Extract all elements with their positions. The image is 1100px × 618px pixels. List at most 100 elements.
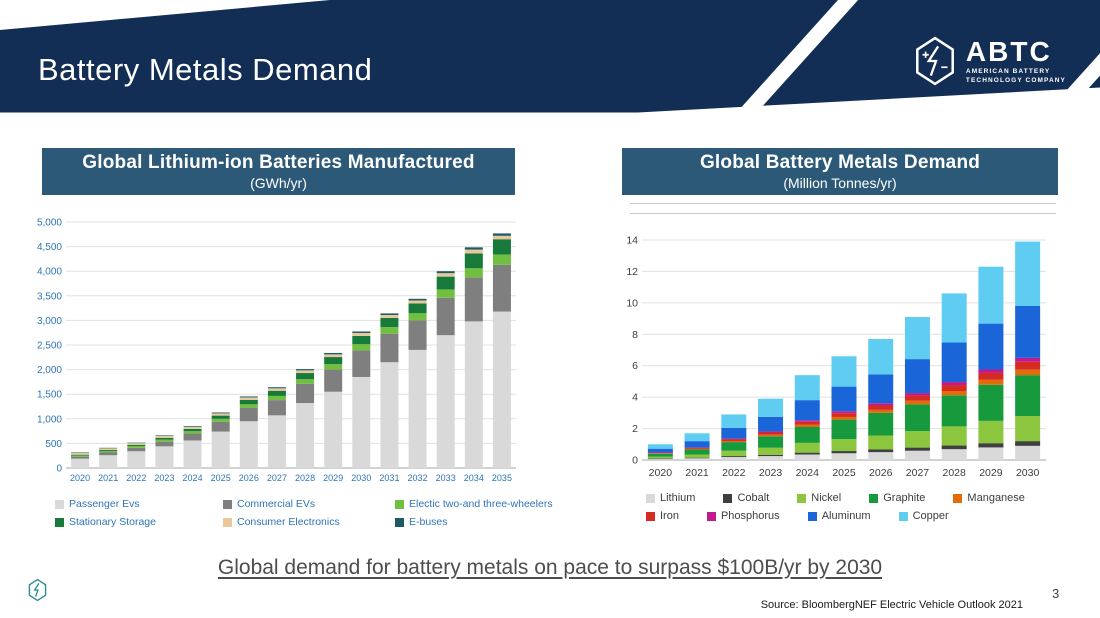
y-axis-tick-label: 2,000 bbox=[37, 365, 62, 376]
bar-segment bbox=[794, 375, 820, 401]
bar-segment bbox=[831, 416, 857, 420]
bar-segment bbox=[684, 454, 710, 458]
bar-segment bbox=[211, 413, 230, 416]
x-axis-tick-label: 2021 bbox=[98, 473, 118, 483]
bar-segment bbox=[721, 438, 747, 440]
legend-swatch bbox=[898, 511, 908, 521]
bar-segment bbox=[868, 412, 894, 436]
bar-segment bbox=[721, 442, 747, 451]
x-axis-tick-label: 2020 bbox=[70, 473, 90, 483]
bar-segment bbox=[794, 454, 820, 460]
abtc-logo-text: ABTC AMERICAN BATTERY TECHNOLOGY COMPANY bbox=[966, 37, 1066, 85]
bar-segment bbox=[941, 426, 967, 446]
legend-swatch bbox=[223, 499, 232, 509]
bar-segment bbox=[239, 397, 258, 400]
footer-abtc-logo-icon bbox=[28, 578, 47, 607]
bar-segment bbox=[464, 249, 483, 254]
bar-segment bbox=[904, 393, 930, 396]
y-axis-tick-label: 8 bbox=[632, 329, 638, 341]
legend-item: Iron bbox=[646, 510, 679, 522]
bar-segment bbox=[794, 420, 820, 422]
bar-segment bbox=[239, 407, 258, 422]
bar-segment bbox=[296, 379, 315, 384]
bar-segment bbox=[296, 383, 315, 404]
x-axis-tick-label: 2032 bbox=[408, 473, 428, 483]
bar-segment bbox=[868, 405, 894, 410]
bar-segment bbox=[978, 420, 1004, 444]
y-axis-tick-label: 14 bbox=[626, 235, 638, 247]
bar-segment bbox=[155, 435, 174, 437]
page-title: Battery Metals Demand bbox=[38, 52, 373, 87]
bar-segment bbox=[211, 415, 230, 419]
bar-segment bbox=[127, 443, 146, 445]
bar-segment bbox=[831, 411, 857, 414]
bar-segment bbox=[436, 271, 455, 274]
bar-segment bbox=[296, 370, 315, 374]
x-axis-tick-label: 2030 bbox=[351, 473, 371, 483]
source-citation: Source: BloombergNEF Electric Vehicle Ou… bbox=[760, 599, 1023, 611]
legend-row: Stationary Storage Consumer Electronics E-… bbox=[55, 516, 553, 528]
bar-segment bbox=[464, 321, 483, 468]
bar-segment bbox=[978, 443, 1004, 448]
y-axis-tick-label: 4,500 bbox=[37, 242, 62, 253]
legend-label: Manganese bbox=[967, 492, 1025, 504]
header: Battery Metals Demand ABTC AMERICAN BATT… bbox=[0, 0, 1100, 160]
bar-segment bbox=[831, 439, 857, 452]
legend-item: Phosphorus bbox=[706, 510, 780, 522]
bar-segment bbox=[183, 428, 202, 432]
bar-segment bbox=[324, 354, 343, 358]
bar-segment bbox=[1015, 375, 1041, 416]
bar-segment bbox=[352, 335, 371, 345]
bar-segment bbox=[436, 289, 455, 298]
legend-row: Iron Phosphorus Aluminum Copper bbox=[646, 510, 1025, 522]
legend-item: Passenger Evs bbox=[55, 498, 223, 510]
x-axis-tick-label: 2023 bbox=[759, 467, 783, 479]
bar-segment bbox=[1015, 445, 1041, 460]
legend-label: Phosphorus bbox=[720, 510, 780, 522]
bar-segment bbox=[492, 233, 511, 236]
bar-segment bbox=[941, 385, 967, 392]
bar-segment bbox=[1015, 241, 1041, 306]
bar-segment bbox=[868, 452, 894, 460]
bar-segment bbox=[352, 350, 371, 377]
bar-segment bbox=[324, 352, 343, 355]
bar-segment bbox=[794, 452, 820, 455]
bar-segment bbox=[99, 450, 118, 452]
bar-segment bbox=[758, 434, 784, 437]
bar-segment bbox=[324, 369, 343, 392]
bar-segment bbox=[758, 447, 784, 455]
bar-segment bbox=[211, 412, 230, 414]
x-axis-tick-label: 2025 bbox=[832, 467, 856, 479]
x-axis-tick-label: 2028 bbox=[943, 467, 967, 479]
bar-segment bbox=[71, 452, 90, 454]
legend-item: Copper bbox=[898, 510, 949, 522]
x-axis-tick-label: 2025 bbox=[211, 473, 231, 483]
bar-segment bbox=[904, 400, 930, 405]
bar-segment bbox=[492, 311, 511, 468]
bar-segment bbox=[794, 400, 820, 421]
legend-row: Lithium Cobalt Nickel Graphite Manganese bbox=[646, 492, 1025, 504]
bar-segment bbox=[99, 447, 118, 449]
bar-segment bbox=[127, 451, 146, 468]
bar-segment bbox=[758, 436, 784, 448]
bar-segment bbox=[155, 437, 174, 440]
bar-segment bbox=[183, 426, 202, 427]
legend-label: Lithium bbox=[660, 492, 696, 504]
bar-segment bbox=[296, 369, 315, 371]
x-axis-tick-label: 2031 bbox=[379, 473, 399, 483]
x-axis-tick-label: 2026 bbox=[239, 473, 259, 483]
bar-segment bbox=[758, 416, 784, 432]
bar-segment bbox=[721, 456, 747, 458]
bar-segment bbox=[464, 247, 483, 250]
bar-segment bbox=[267, 395, 286, 401]
bar-segment bbox=[978, 379, 1004, 385]
legend-label: Iron bbox=[660, 510, 679, 522]
bar-segment bbox=[380, 314, 399, 318]
bar-segment bbox=[647, 458, 673, 460]
y-axis-tick-label: 0 bbox=[632, 455, 638, 467]
y-axis-tick-label: 4,000 bbox=[37, 267, 62, 278]
bar-segment bbox=[183, 433, 202, 441]
right-chart-subtitle: (Million Tonnes/yr) bbox=[783, 175, 897, 191]
left-chart-legend: Passenger Evs Commercial EVs Electic two-a… bbox=[55, 498, 553, 534]
bar-segment bbox=[380, 327, 399, 334]
